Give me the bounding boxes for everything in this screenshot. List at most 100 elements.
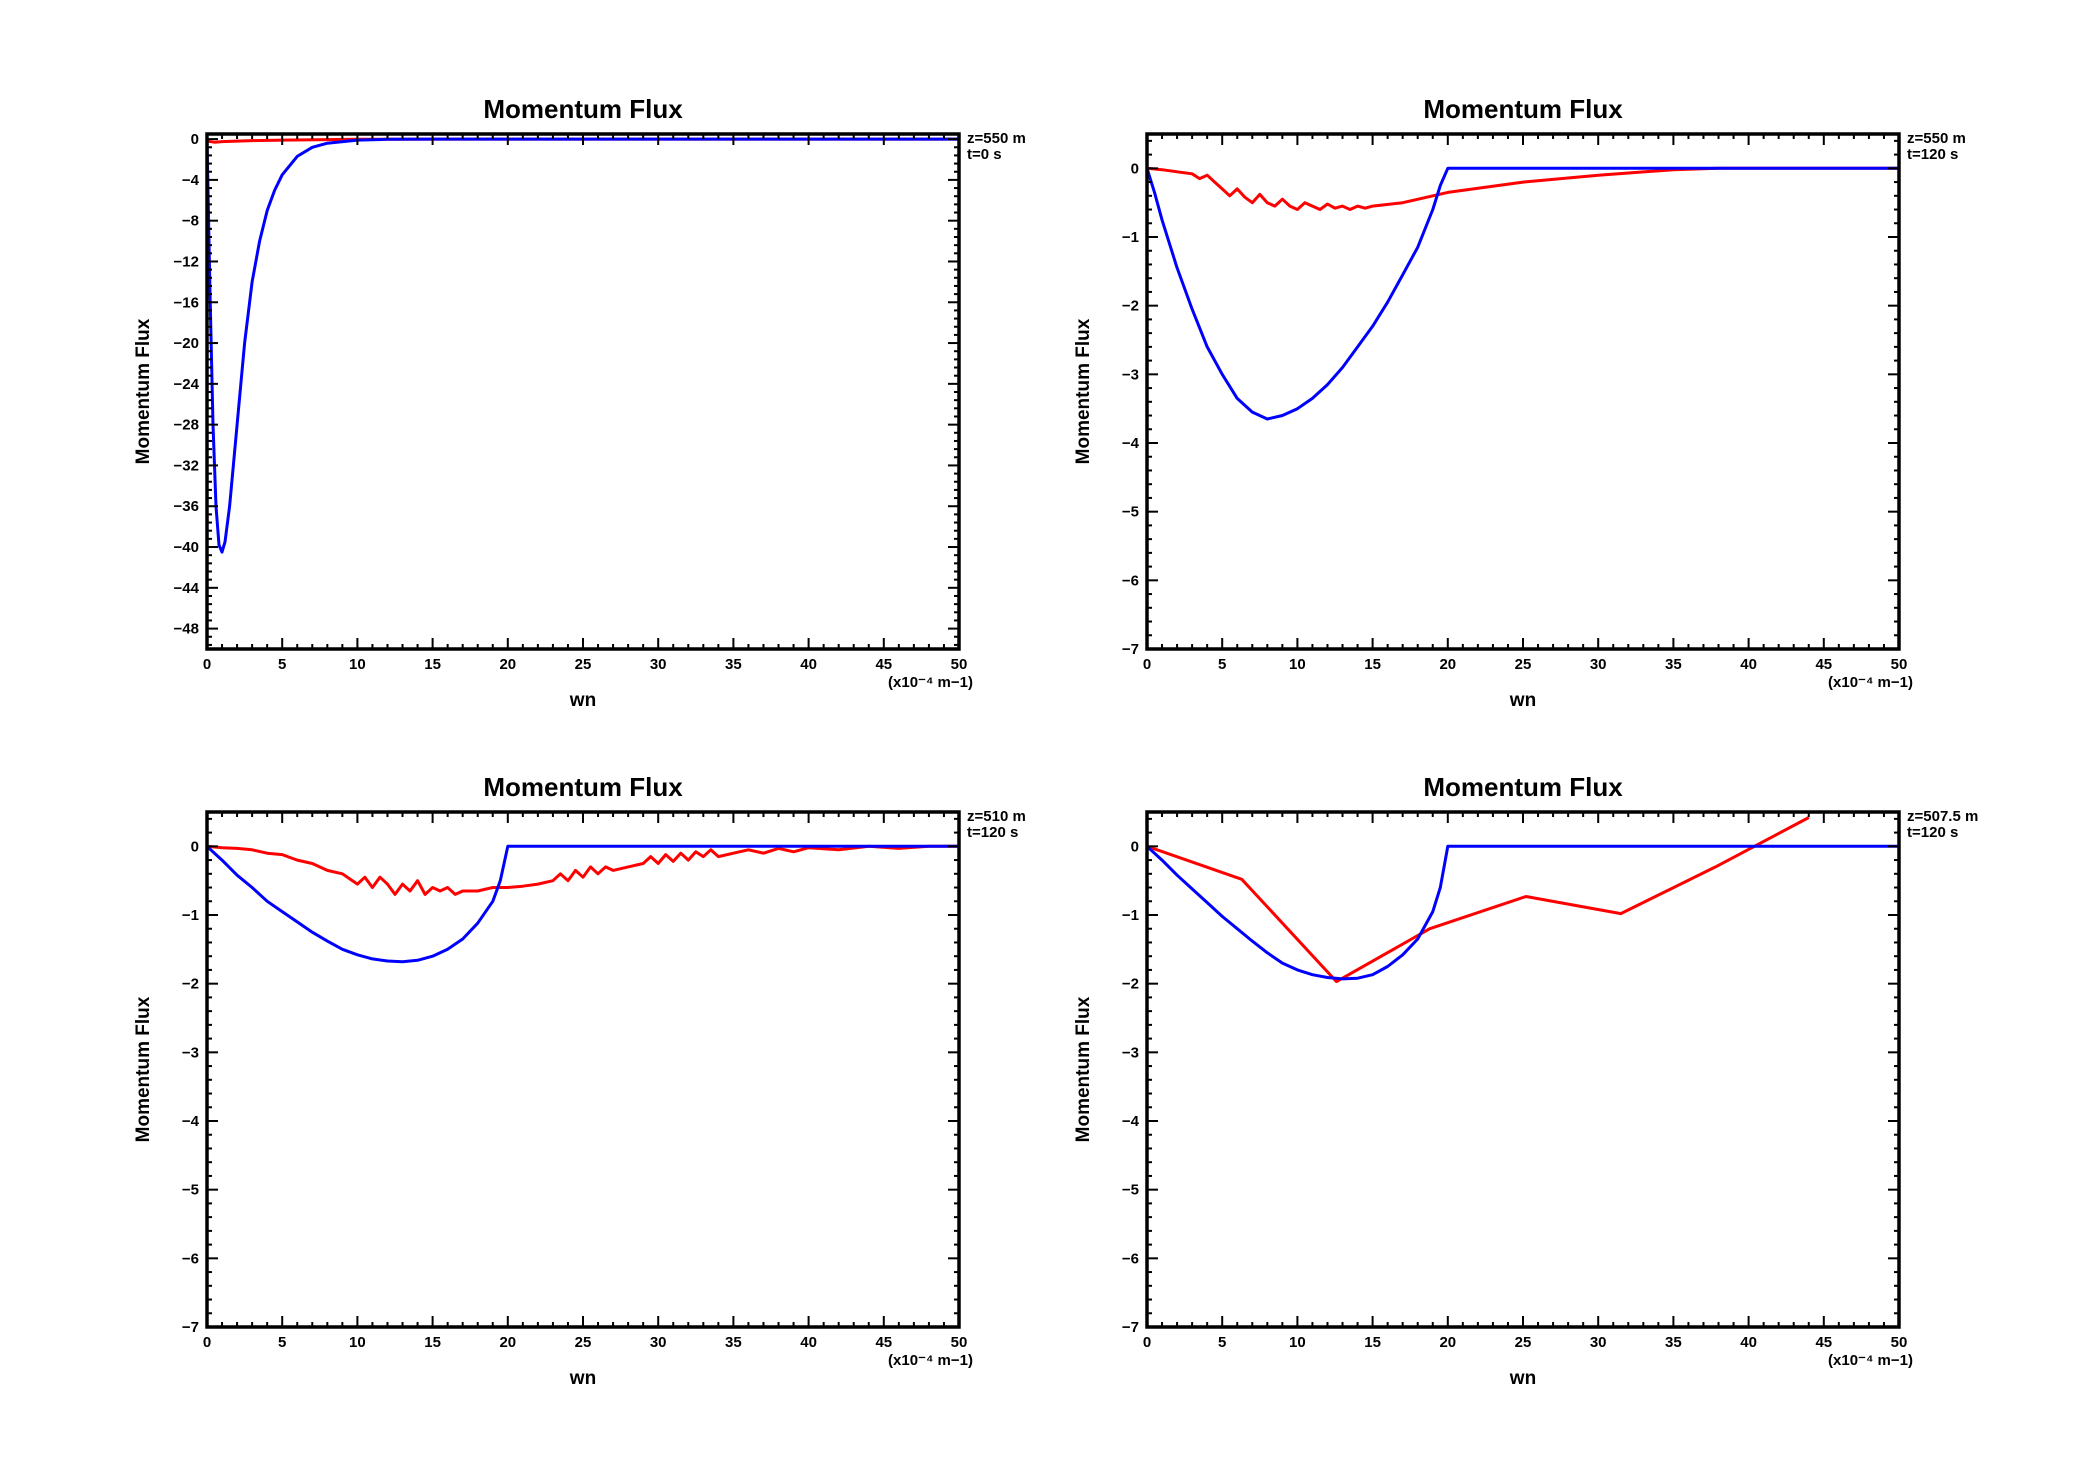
y-tick-label: 0: [191, 838, 199, 855]
x-tick-label: 40: [1740, 656, 1757, 673]
x-tick-label: 10: [1289, 656, 1306, 673]
x-tick-label: 0: [1143, 1334, 1151, 1351]
y-axis-label: Momentum Flux: [133, 318, 154, 464]
y-tick-label: −44: [174, 580, 200, 597]
y-tick-label: 0: [1131, 838, 1139, 855]
y-tick-label: −32: [174, 457, 199, 474]
y-tick-label: −4: [1122, 435, 1140, 452]
series-line-blue: [207, 137, 959, 554]
x-tick-label: 10: [349, 1334, 366, 1351]
y-tick-label: −3: [1122, 1044, 1139, 1061]
y-tick-label: −20: [174, 335, 199, 352]
x-axis-label: wn: [1509, 690, 1536, 711]
plot-frame: [1145, 810, 1901, 1329]
x-tick-label: 35: [725, 1334, 742, 1351]
y-tick-label: −5: [1122, 1182, 1139, 1199]
annotation-time: t=120 s: [1907, 146, 1958, 163]
y-tick-label: −24: [174, 376, 200, 393]
chart-panel-2: 0 5 10 15 20 25 30 35 40 45 50 0 −1 −2 −3 −4 −5 −6 −7 Momen…: [1073, 94, 1966, 711]
y-tick-label: −3: [182, 1044, 199, 1061]
x-axis-label: wn: [569, 1368, 596, 1389]
y-tick-label: −40: [174, 539, 199, 556]
x-tick-label: 15: [424, 1334, 441, 1351]
y-tick-label: −4: [182, 172, 200, 189]
y-tick-label: 0: [191, 131, 199, 148]
y-tick-label: −12: [174, 253, 199, 270]
plot-frame: [205, 132, 961, 651]
x-tick-label: 5: [278, 656, 286, 673]
x-unit-label: (x10⁻⁴ m−1): [888, 1352, 973, 1369]
chart-title: Momentum Flux: [1423, 94, 1623, 124]
x-tick-label: 15: [1364, 656, 1381, 673]
x-tick-label: 50: [951, 1334, 968, 1351]
x-tick-label: 30: [1590, 1334, 1607, 1351]
x-tick-label: 0: [203, 656, 211, 673]
y-tick-label: −3: [1122, 366, 1139, 383]
y-axis-label: Momentum Flux: [1073, 318, 1094, 464]
y-tick-label: −1: [182, 907, 199, 924]
x-tick-label: 25: [1515, 1334, 1532, 1351]
x-tick-label: 25: [575, 656, 592, 673]
x-tick-label: 30: [1590, 656, 1607, 673]
x-tick-label: 10: [1289, 1334, 1306, 1351]
y-tick-label: −8: [182, 213, 199, 230]
x-unit-label: (x10⁻⁴ m−1): [888, 674, 973, 691]
series-line-blue: [207, 844, 959, 964]
x-tick-label: 20: [499, 656, 516, 673]
x-tick-label: 35: [1665, 1334, 1682, 1351]
x-tick-label: 35: [725, 656, 742, 673]
annotation-altitude: z=550 m: [1907, 130, 1966, 147]
x-axis-label: wn: [569, 690, 596, 711]
x-tick-label: 10: [349, 656, 366, 673]
plot-frame: [1145, 132, 1901, 651]
x-tick-label: 40: [800, 656, 817, 673]
x-tick-label: 0: [1143, 656, 1151, 673]
x-tick-label: 25: [575, 1334, 592, 1351]
annotation-time: t=120 s: [967, 824, 1018, 841]
y-tick-label: −7: [1122, 641, 1139, 658]
annotation-altitude: z=510 m: [967, 808, 1026, 825]
y-tick-label: −4: [1122, 1113, 1140, 1130]
y-axis-label: Momentum Flux: [133, 996, 154, 1142]
y-tick-label: −6: [1122, 1250, 1139, 1267]
x-tick-label: 20: [1439, 656, 1456, 673]
x-tick-label: 20: [1439, 1334, 1456, 1351]
x-tick-label: 20: [499, 1334, 516, 1351]
y-tick-label: −48: [174, 621, 199, 638]
y-tick-label: −28: [174, 417, 199, 434]
x-tick-label: 15: [424, 656, 441, 673]
x-tick-label: 50: [1891, 656, 1908, 673]
chart-title: Momentum Flux: [483, 94, 683, 124]
x-tick-label: 30: [650, 656, 667, 673]
x-tick-label: 50: [1891, 1334, 1908, 1351]
x-tick-label: 40: [1740, 1334, 1757, 1351]
chart-panel-3: 0 5 10 15 20 25 30 35 40 45 50 0 −1 −2 −3 −4 −5 −6 −7 Momen…: [133, 772, 1026, 1389]
x-tick-label: 45: [875, 1334, 892, 1351]
annotation-altitude: z=507.5 m: [1907, 808, 1978, 825]
annotation-altitude: z=550 m: [967, 130, 1026, 147]
y-tick-label: −5: [1122, 504, 1139, 521]
chart-panel-4: 0 5 10 15 20 25 30 35 40 45 50 0 −1 −2 −3 −4 −5 −6 −7 Momen…: [1073, 772, 1978, 1389]
x-unit-label: (x10⁻⁴ m−1): [1828, 674, 1913, 691]
y-tick-label: −36: [174, 498, 199, 515]
x-tick-label: 5: [1218, 1334, 1226, 1351]
chart-panel-1: 0 5 10 15 20 25 30 35 40 45 50 0 −4 −8 −12 −16 −20 −24 −28…: [133, 94, 1026, 711]
y-tick-label: −6: [1122, 572, 1139, 589]
y-tick-label: −6: [182, 1250, 199, 1267]
series-line-blue: [1147, 844, 1899, 981]
x-tick-label: 50: [951, 656, 968, 673]
y-tick-label: −7: [182, 1319, 199, 1336]
annotation-time: t=120 s: [1907, 824, 1958, 841]
x-tick-label: 5: [278, 1334, 286, 1351]
series-line-red: [207, 844, 959, 896]
x-tick-label: 5: [1218, 656, 1226, 673]
x-tick-label: 45: [1815, 1334, 1832, 1351]
series-line-blue: [1147, 166, 1899, 421]
x-unit-label: (x10⁻⁴ m−1): [1828, 1352, 1913, 1369]
y-tick-label: −2: [1122, 976, 1139, 993]
y-tick-label: −1: [1122, 907, 1139, 924]
y-tick-label: −7: [1122, 1319, 1139, 1336]
y-tick-label: 0: [1131, 160, 1139, 177]
x-tick-label: 45: [1815, 656, 1832, 673]
